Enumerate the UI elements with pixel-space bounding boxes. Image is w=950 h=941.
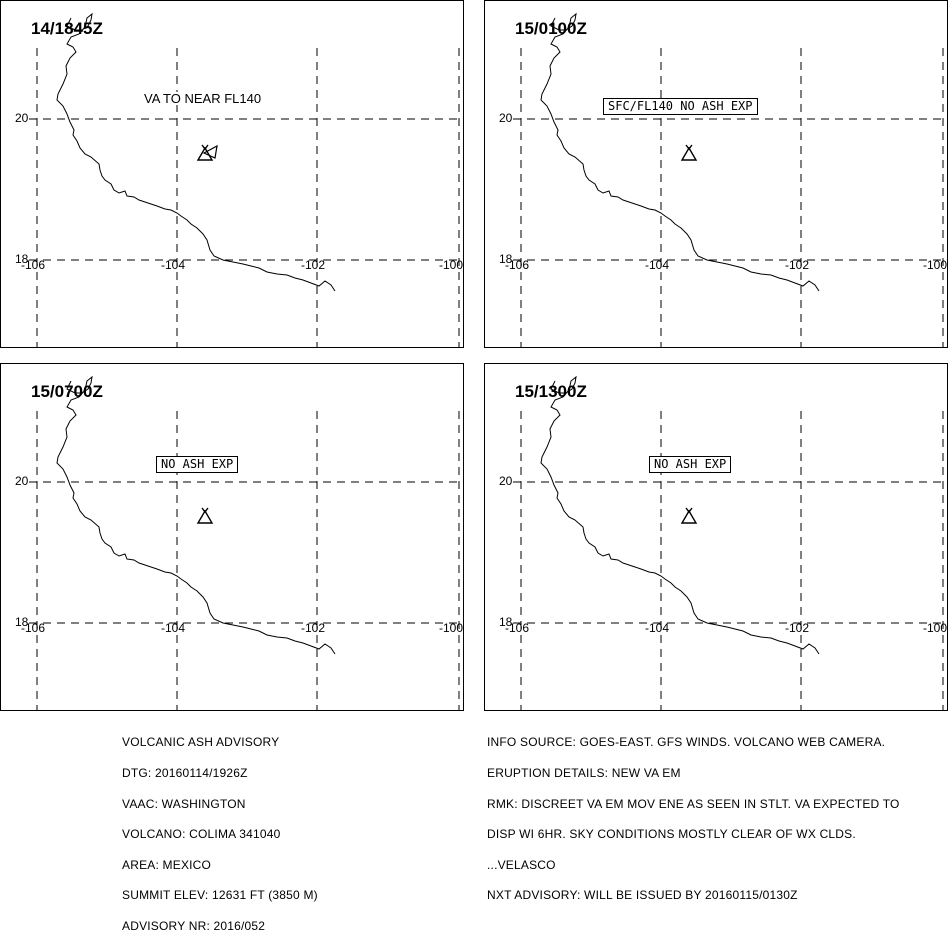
ash-note: NO ASH EXP <box>156 456 239 473</box>
advisory-line: VAAC: WASHINGTON <box>122 796 246 811</box>
lon-102-label: -102 <box>785 258 810 272</box>
coastline <box>540 375 820 655</box>
forecast-panel-1: 14/1845Z VA TO NEAR FL140 20 18 -106 -10… <box>0 0 464 348</box>
volcano-icon <box>196 507 214 524</box>
coastline <box>56 12 336 292</box>
lon-104-label: -104 <box>645 258 670 272</box>
lon-100-label: -100 <box>439 621 464 635</box>
lon-104-label: -104 <box>161 258 186 272</box>
lon-104-label: -104 <box>645 621 670 635</box>
advisory-line: ERUPTION DETAILS: NEW VA EM <box>487 766 681 780</box>
lat-18-label: 18 <box>499 252 513 266</box>
advisory-line: VOLCANO: COLIMA 341040 <box>122 827 281 842</box>
lon-102-label: -102 <box>785 621 810 635</box>
advisory-line: ADVISORY NR: 2016/052 <box>122 918 266 933</box>
lon-100-label: -100 <box>923 621 948 635</box>
advisory-line: AREA: MEXICO <box>122 857 212 872</box>
advisory-remarks-block: INFO SOURCE: GOES-EAST. GFS WINDS. VOLCA… <box>487 717 900 911</box>
advisory-line: ...VELASCO <box>487 857 556 872</box>
lon-106-label: -106 <box>21 621 46 635</box>
lat-20-label: 20 <box>499 111 513 125</box>
panel-time-label: 15/1300Z <box>515 382 587 401</box>
lat-18-label: 18 <box>15 252 29 266</box>
lon-106-label: -106 <box>21 258 46 272</box>
ash-note: SFC/FL140 NO ASH EXP <box>603 98 758 115</box>
coastline <box>540 12 820 292</box>
lon-104-label: -104 <box>161 621 186 635</box>
forecast-panel-2: 15/0100Z SFC/FL140 NO ASH EXP 20 18 -106… <box>484 0 948 348</box>
lat-20-label: 20 <box>15 474 29 488</box>
lon-106-label: -106 <box>505 258 530 272</box>
lon-102-label: -102 <box>301 258 326 272</box>
map-canvas <box>513 375 947 710</box>
advisory-line: DTG: 20160114/1926Z <box>122 766 248 780</box>
panel-time-label: 14/1845Z <box>31 19 103 38</box>
lat-20-label: 20 <box>499 474 513 488</box>
lon-102-label: -102 <box>301 621 326 635</box>
volcano-icon <box>680 507 698 524</box>
panel-time-label: 15/0100Z <box>515 19 587 38</box>
coastline <box>56 375 336 655</box>
lon-106-label: -106 <box>505 621 530 635</box>
advisory-line: INFO SOURCE: GOES-EAST. GFS WINDS. VOLCA… <box>487 735 886 750</box>
advisory-line: RMK: DISCREET VA EM MOV ENE AS SEEN IN S… <box>487 796 900 811</box>
forecast-panel-4: 15/1300Z NO ASH EXP 20 18 -106 -104 -102… <box>484 363 948 711</box>
lat-20-label: 20 <box>15 111 29 125</box>
advisory-line: VOLCANIC ASH ADVISORY <box>122 735 280 750</box>
map-canvas <box>29 12 463 347</box>
lon-100-label: -100 <box>923 258 948 272</box>
forecast-panel-3: 15/0700Z NO ASH EXP 20 18 -106 -104 -102… <box>0 363 464 711</box>
advisory-line: DISP WI 6HR. SKY CONDITIONS MOSTLY CLEAR… <box>487 827 856 842</box>
advisory-line: NXT ADVISORY: WILL BE ISSUED BY 20160115… <box>487 888 798 903</box>
volcano-icon <box>196 144 214 161</box>
panel-time-label: 15/0700Z <box>31 382 103 401</box>
lon-100-label: -100 <box>439 258 464 272</box>
lat-18-label: 18 <box>499 615 513 629</box>
advisory-header-block: VOLCANIC ASH ADVISORY DTG: 20160114/1926… <box>122 717 318 941</box>
ash-note: NO ASH EXP <box>649 456 732 473</box>
ash-note: VA TO NEAR FL140 <box>144 91 262 106</box>
map-canvas <box>513 12 947 347</box>
ash-area-polygon <box>202 144 218 159</box>
advisory-line: SUMMIT ELEV: 12631 FT (3850 M) <box>122 888 318 903</box>
lat-18-label: 18 <box>15 615 29 629</box>
map-canvas <box>29 375 463 710</box>
volcano-icon <box>680 144 698 161</box>
